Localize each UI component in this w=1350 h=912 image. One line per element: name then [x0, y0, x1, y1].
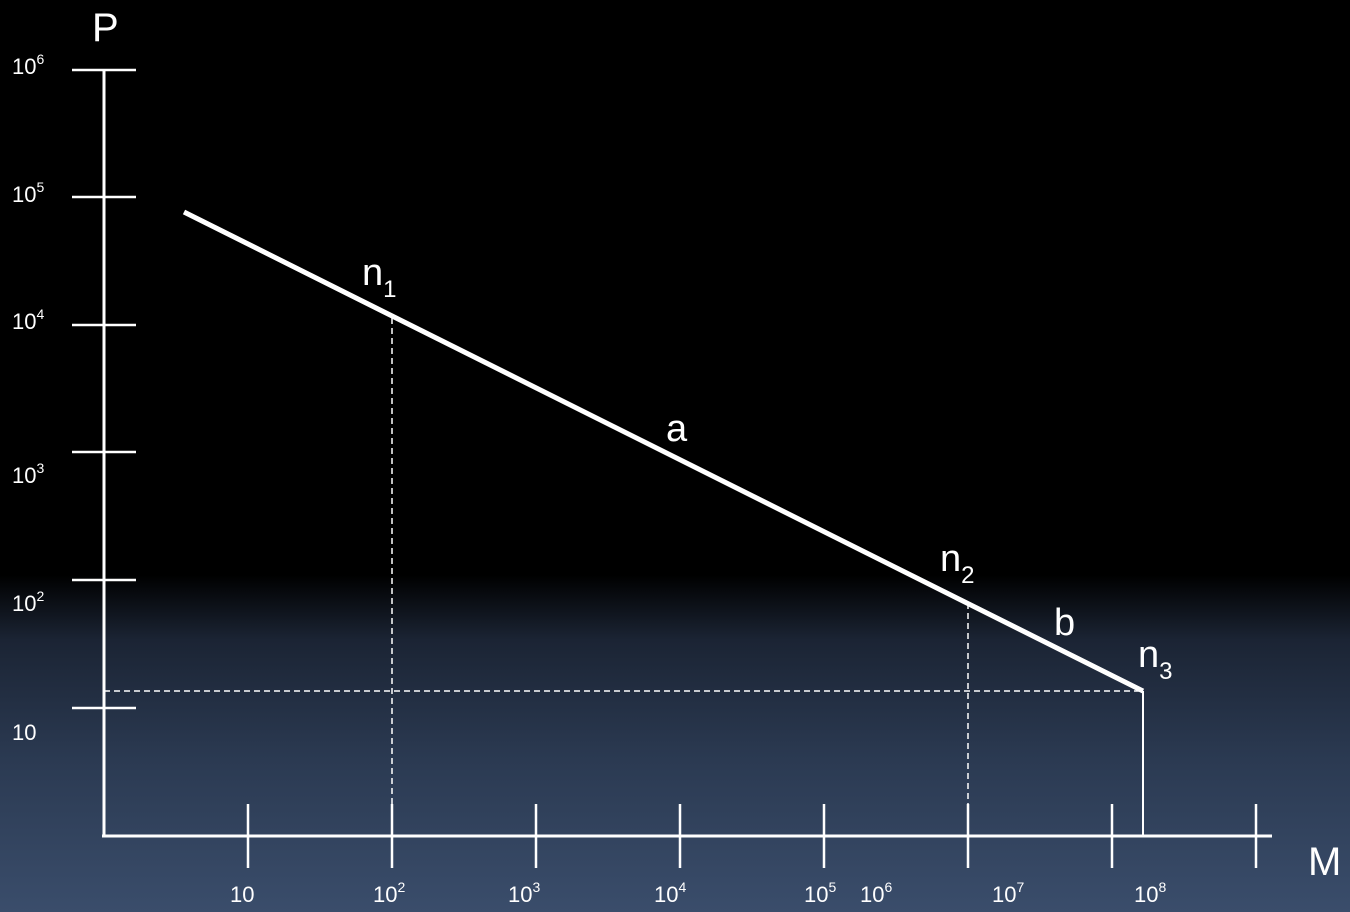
x-tick-label: 10: [230, 882, 255, 907]
x-tick-label: 105: [804, 879, 837, 907]
y-tick-label: 106: [12, 51, 45, 79]
y-tick-label: 102: [12, 588, 45, 616]
x-tick-label: 104: [654, 879, 687, 907]
label-segment-a: a: [666, 408, 688, 450]
label-segment-b: b: [1054, 602, 1076, 644]
x-tick-label: 106: [860, 879, 893, 907]
x-tick-label: 108: [1134, 879, 1167, 907]
y-tick-label: 104: [12, 306, 45, 334]
x-tick-label: 107: [992, 879, 1025, 907]
y-axis-title: P: [92, 6, 119, 50]
x-tick-label: 103: [508, 879, 541, 907]
x-axis-title: M: [1308, 840, 1342, 884]
label-n2: n2: [940, 538, 975, 589]
curve-line: [182, 209, 1145, 694]
x-tick-label: 102: [373, 879, 406, 907]
label-n3: n3: [1138, 634, 1173, 685]
y-tick-label: 10: [12, 720, 37, 745]
y-tick-label: 103: [12, 460, 45, 488]
label-n1: n1: [362, 252, 397, 303]
y-tick-label: 105: [12, 179, 45, 207]
